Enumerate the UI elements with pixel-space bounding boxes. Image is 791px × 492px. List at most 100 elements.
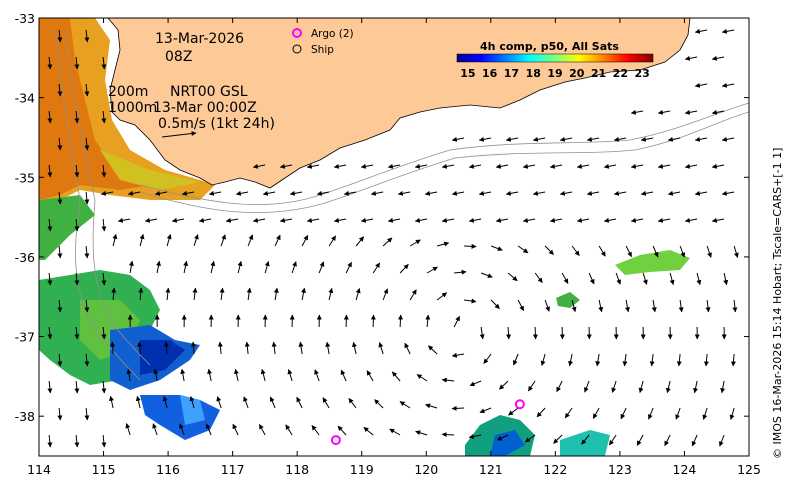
current-vector-arrow: [711, 217, 725, 223]
current-vector-arrow: [205, 423, 212, 436]
current-vector-arrow: [703, 353, 709, 367]
current-vector-arrow: [74, 164, 80, 178]
current-vector-arrow: [47, 380, 53, 394]
current-vector-arrow: [101, 326, 107, 340]
current-vector-arrow: [721, 136, 735, 142]
current-vector-arrow: [678, 299, 684, 313]
current-vector-arrow: [355, 287, 361, 301]
current-vector-arrow: [478, 136, 492, 142]
current-vector-arrow: [553, 434, 563, 444]
current-vector-arrow: [399, 401, 411, 409]
current-vector-arrow: [625, 245, 632, 258]
current-vector-arrow: [355, 236, 365, 247]
current-vector-arrow: [684, 217, 698, 223]
current-vector-arrow: [57, 407, 63, 421]
current-vector-arrow: [232, 423, 239, 436]
current-vector-arrow: [694, 190, 708, 196]
current-vector-arrow: [490, 245, 503, 251]
current-vector-arrow: [723, 272, 729, 286]
scale-label: 0.5m/s (1kt 24h): [158, 116, 275, 132]
current-vector-arrow: [559, 190, 573, 196]
current-vector-arrow: [382, 288, 389, 301]
current-vector-arrow: [181, 190, 195, 196]
x-tick-label: 125: [737, 462, 761, 477]
current-vector-arrow: [640, 136, 654, 142]
current-vector-arrow: [696, 272, 702, 286]
colorbar-tick-label: 17: [504, 67, 519, 80]
current-vector-arrow: [464, 243, 477, 249]
current-vector-arrow: [262, 190, 276, 196]
current-vector-arrow: [57, 353, 63, 367]
current-vector-arrow: [235, 190, 249, 196]
current-vector-arrow: [517, 245, 529, 254]
current-vector-arrow: [74, 434, 80, 448]
current-vector-arrow: [608, 434, 617, 446]
x-tick-label: 118: [285, 462, 309, 477]
current-vector-arrow: [296, 396, 303, 409]
colorbar-tick-label: 18: [526, 67, 541, 80]
current-vector-arrow: [675, 407, 681, 420]
current-vector-arrow: [285, 424, 293, 436]
current-vector-arrow: [480, 272, 493, 278]
current-vector-arrow: [702, 407, 708, 420]
current-vector-arrow: [84, 83, 90, 97]
current-vector-arrow: [198, 217, 212, 223]
current-vector-arrow: [559, 136, 573, 142]
current-vector-arrow: [289, 190, 303, 196]
current-vector-arrow: [325, 341, 331, 355]
current-vector-arrow: [57, 191, 63, 205]
current-vector-arrow: [269, 396, 276, 409]
current-vector-arrow: [649, 353, 655, 367]
colorbar-ticks: 15 16 17 18 19 20 21 22 23: [460, 67, 650, 80]
product-line2: 13-Mar 00:00Z: [153, 100, 257, 116]
current-vector-arrow: [57, 299, 63, 313]
current-vector-arrow: [464, 298, 477, 304]
colorbar-tick-label: 23: [634, 67, 649, 80]
current-vector-arrow: [247, 234, 254, 247]
current-vector-arrow: [298, 341, 304, 355]
current-vector-arrow: [287, 369, 293, 382]
current-vector-arrow: [451, 190, 465, 196]
current-vector-arrow: [603, 163, 617, 169]
current-vector-arrow: [532, 190, 546, 196]
x-tick-label: 116: [156, 462, 180, 477]
current-vector-arrow: [451, 136, 465, 142]
current-vector-arrow: [564, 407, 573, 419]
current-vector-arrow: [640, 190, 654, 196]
colorbar-tick-label: 21: [591, 67, 606, 80]
current-vector-arrow: [490, 299, 500, 309]
product-line1: NRT00 GSL: [170, 84, 248, 100]
current-vector-arrow: [479, 326, 485, 340]
current-vector-arrow: [271, 341, 277, 355]
current-vector-arrow: [258, 423, 266, 436]
current-vector-arrow: [595, 353, 601, 367]
current-vector-arrow: [264, 261, 270, 274]
current-vector-arrow: [571, 245, 580, 257]
current-vector-arrow: [74, 326, 80, 340]
y-tick-label: -33: [15, 11, 35, 26]
colorbar-tick-label: 19: [547, 67, 562, 80]
current-vector-arrow: [468, 163, 482, 169]
current-vector-arrow: [47, 110, 53, 124]
current-vector-arrow: [162, 395, 168, 409]
current-vector-arrow: [451, 352, 465, 358]
current-vector-arrow: [316, 190, 330, 196]
current-vector-arrow: [301, 234, 309, 247]
current-vector-arrow: [57, 83, 63, 97]
current-vector-arrow: [117, 217, 131, 223]
current-vector-arrow: [409, 239, 421, 247]
colorbar-gradient: [456, 53, 654, 63]
current-vector-arrow: [667, 190, 681, 196]
current-vector-arrow: [220, 234, 226, 247]
current-vector-arrow: [630, 217, 644, 223]
current-vector-arrow: [544, 245, 554, 255]
current-vector-arrow: [111, 287, 117, 301]
current-vector-arrow: [532, 136, 546, 142]
current-vector-arrow: [436, 292, 448, 301]
current-vector-arrow: [279, 217, 293, 223]
current-vector-arrow: [603, 217, 617, 223]
x-tick-label: 123: [608, 462, 632, 477]
current-vector-arrow: [556, 380, 563, 393]
current-vector-arrow: [505, 190, 519, 196]
current-vector-arrow: [576, 163, 590, 169]
